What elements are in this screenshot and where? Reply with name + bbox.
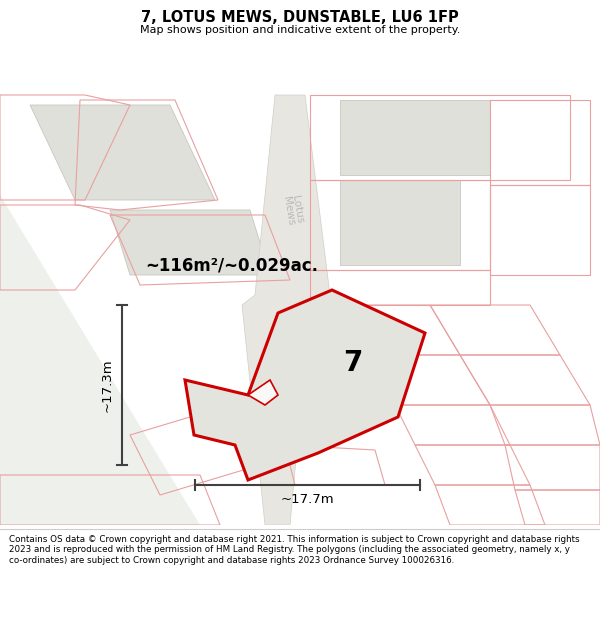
Polygon shape [110, 210, 270, 275]
Polygon shape [30, 105, 215, 200]
Polygon shape [242, 95, 330, 525]
Text: ~17.7m: ~17.7m [281, 493, 334, 506]
Text: ~17.3m: ~17.3m [101, 358, 114, 412]
Polygon shape [0, 195, 200, 525]
Text: 7, LOTUS MEWS, DUNSTABLE, LU6 1FP: 7, LOTUS MEWS, DUNSTABLE, LU6 1FP [141, 10, 459, 25]
Text: ~116m²/~0.029ac.: ~116m²/~0.029ac. [145, 256, 318, 274]
Text: Lotus
Mews: Lotus Mews [281, 194, 305, 226]
Polygon shape [340, 180, 460, 265]
Text: 7: 7 [343, 349, 362, 377]
Polygon shape [185, 290, 425, 480]
Text: Contains OS data © Crown copyright and database right 2021. This information is : Contains OS data © Crown copyright and d… [9, 535, 580, 565]
Text: Map shows position and indicative extent of the property.: Map shows position and indicative extent… [140, 25, 460, 35]
Polygon shape [0, 315, 90, 525]
Polygon shape [248, 380, 278, 405]
Polygon shape [340, 100, 490, 175]
